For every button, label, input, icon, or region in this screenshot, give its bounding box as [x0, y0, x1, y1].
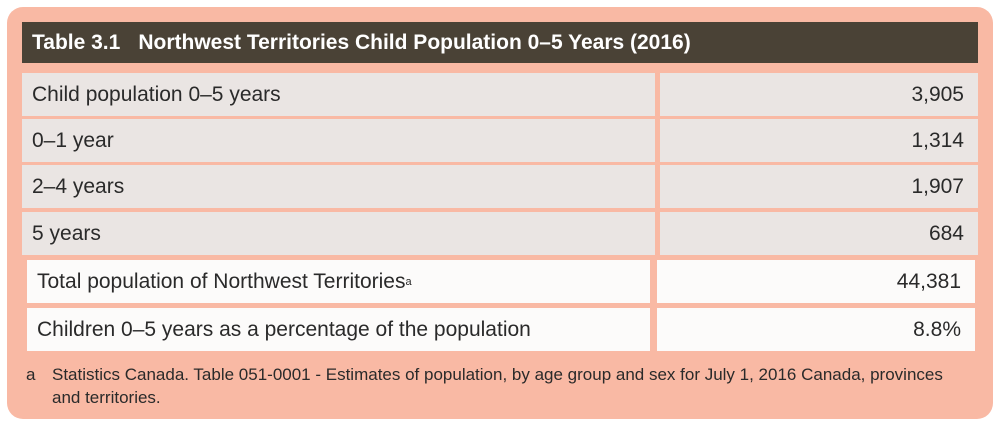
footnote-mark: a: [26, 365, 36, 384]
summary-value: 8.8%: [657, 308, 975, 351]
row-value: 3,905: [660, 73, 978, 116]
table-row: 5 years 684: [22, 212, 978, 255]
row-label: Child population 0–5 years: [22, 73, 655, 116]
summary-value: 44,381: [657, 260, 975, 303]
table-title-bar: Table 3.1 Northwest Territories Child Po…: [22, 22, 978, 63]
row-label: 2–4 years: [22, 165, 655, 208]
row-value: 684: [660, 212, 978, 255]
row-value: 1,314: [660, 119, 978, 162]
row-value: 1,907: [660, 165, 978, 208]
summary-row: Children 0–5 years as a percentage of th…: [27, 308, 975, 351]
table-number: Table 3.1: [32, 30, 121, 54]
summary-label-text: Total population of Northwest Territorie…: [37, 269, 406, 293]
table-row: Child population 0–5 years 3,905: [22, 73, 978, 116]
table-row: 2–4 years 1,907: [22, 165, 978, 208]
footnote: a Statistics Canada. Table 051-0001 - Es…: [26, 363, 966, 409]
row-label: 0–1 year: [22, 119, 655, 162]
footnote-marker: a: [405, 275, 412, 288]
footnote-text: Statistics Canada. Table 051-0001 - Esti…: [52, 365, 943, 407]
row-label: 5 years: [22, 212, 655, 255]
table-title: Northwest Territories Child Population 0…: [138, 30, 691, 54]
summary-label: Children 0–5 years as a percentage of th…: [27, 308, 650, 351]
summary-row: Total population of Northwest Territorie…: [27, 260, 975, 303]
table-row: 0–1 year 1,314: [22, 119, 978, 162]
summary-label: Total population of Northwest Territorie…: [27, 260, 650, 303]
